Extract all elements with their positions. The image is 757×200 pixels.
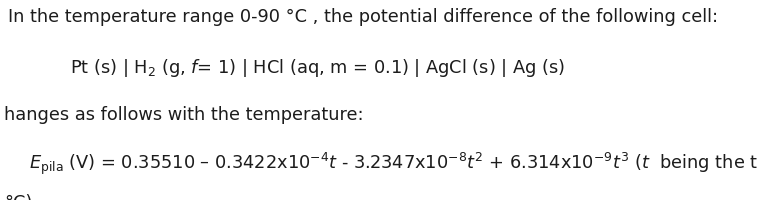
Text: hanges as follows with the temperature:: hanges as follows with the temperature: — [4, 106, 363, 124]
Text: Pt (s) | H$_2$ (g, $\mathit{f}$= 1) | HCl (aq, m = 0.1) | AgCl (s) | Ag (s): Pt (s) | H$_2$ (g, $\mathit{f}$= 1) | HC… — [70, 57, 565, 79]
Text: °C): °C) — [4, 194, 32, 200]
Text: $E_{\mathrm{pila}}$ (V) = 0.35510 – 0.3422x10$^{-4}$$t$ - 3.2347x10$^{-8}$$t^{2}: $E_{\mathrm{pila}}$ (V) = 0.35510 – 0.34… — [30, 151, 757, 177]
Text: In the temperature range 0-90 °C , the potential difference of the following cel: In the temperature range 0-90 °C , the p… — [8, 8, 718, 26]
